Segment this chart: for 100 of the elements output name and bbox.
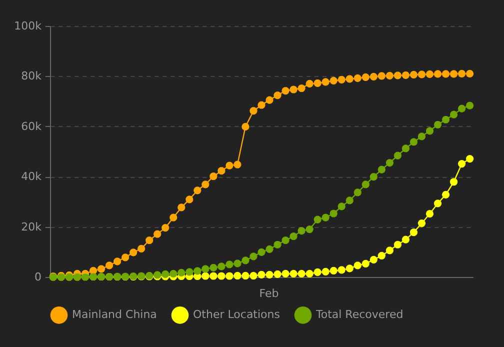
point — [250, 272, 258, 280]
point — [218, 262, 226, 270]
point — [314, 79, 322, 88]
point — [378, 166, 386, 174]
legend-label: Mainland China — [72, 308, 157, 322]
point — [210, 272, 218, 280]
point — [186, 196, 194, 204]
point — [394, 152, 402, 160]
point — [378, 72, 386, 80]
point — [450, 70, 458, 78]
point — [314, 216, 322, 224]
point — [434, 120, 442, 128]
point — [410, 138, 418, 146]
point — [466, 102, 474, 110]
point — [105, 262, 114, 270]
point — [298, 84, 306, 92]
point — [394, 240, 402, 248]
point — [386, 246, 394, 254]
point — [274, 240, 282, 248]
point — [266, 270, 274, 279]
point — [418, 219, 426, 228]
point — [378, 252, 386, 260]
point — [426, 127, 434, 135]
point — [306, 270, 314, 278]
point — [458, 104, 466, 112]
point — [266, 96, 274, 104]
point — [370, 173, 378, 181]
point — [442, 70, 450, 78]
y-tick-label: 100k — [14, 20, 42, 32]
point — [442, 116, 450, 124]
point — [178, 204, 186, 212]
point — [242, 272, 250, 280]
point — [170, 270, 178, 278]
point — [210, 172, 218, 180]
point — [234, 272, 242, 280]
point — [370, 256, 378, 264]
point — [450, 110, 458, 118]
text: Feb — [259, 287, 279, 300]
point — [418, 70, 426, 78]
y-tick-label: 20k — [21, 220, 42, 234]
point — [146, 236, 154, 244]
point — [330, 266, 338, 275]
point — [450, 178, 458, 186]
point — [258, 248, 266, 256]
point — [218, 272, 226, 280]
y-tick-label: 40k — [21, 170, 42, 184]
point — [322, 78, 330, 86]
point — [258, 270, 266, 279]
point — [298, 270, 306, 278]
point — [402, 144, 410, 152]
point — [162, 224, 170, 232]
point — [234, 260, 242, 268]
point — [354, 74, 362, 82]
point — [466, 154, 474, 163]
point — [338, 76, 346, 84]
point — [234, 160, 242, 168]
point — [346, 264, 354, 272]
point — [202, 180, 210, 188]
point — [282, 236, 290, 244]
point — [354, 188, 362, 196]
point — [354, 262, 362, 270]
legend-label: Total Recovered — [315, 308, 404, 322]
point — [113, 258, 122, 266]
point — [362, 180, 370, 188]
point — [322, 268, 330, 276]
point — [266, 245, 274, 253]
point — [362, 260, 370, 268]
point — [426, 70, 434, 78]
point — [250, 107, 258, 115]
point — [226, 272, 234, 280]
point — [346, 196, 354, 204]
point — [97, 265, 106, 273]
point — [282, 270, 290, 278]
point — [442, 190, 450, 198]
point — [226, 162, 234, 170]
point — [386, 158, 394, 167]
point — [138, 244, 146, 252]
point — [330, 210, 338, 218]
point — [250, 252, 258, 260]
point — [386, 72, 394, 80]
point — [322, 214, 330, 222]
point — [306, 80, 314, 88]
point — [178, 268, 186, 277]
point — [410, 228, 418, 236]
point — [186, 268, 194, 276]
point — [394, 72, 402, 80]
point — [290, 86, 298, 94]
point — [298, 227, 306, 235]
point — [466, 70, 474, 78]
point — [242, 122, 250, 130]
point — [202, 272, 210, 280]
point — [274, 91, 282, 100]
point — [434, 70, 442, 78]
point — [122, 254, 130, 262]
point — [418, 132, 426, 140]
point — [402, 236, 410, 244]
y-tick-label: 60k — [21, 120, 42, 133]
point — [218, 167, 226, 175]
point — [410, 70, 418, 78]
point — [346, 75, 354, 83]
